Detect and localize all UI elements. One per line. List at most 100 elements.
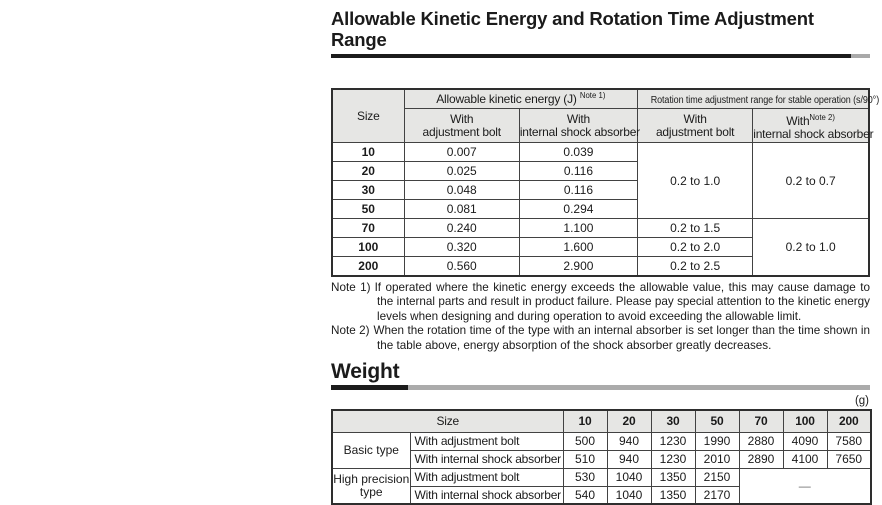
weight-row-basic-shock: With internal shock absorber 510 940 123…: [332, 449, 872, 469]
weight-value: 1350: [650, 467, 696, 487]
cell-energy-adj: 0.025: [403, 161, 520, 182]
cell-size: 30: [331, 180, 405, 201]
header-energy-shock: With internal shock absorber: [518, 108, 640, 144]
cell-size: 200: [331, 256, 405, 277]
cell-type-basic: Basic type: [331, 431, 411, 469]
cell-type-high-precision: High precision type: [331, 467, 411, 505]
weight-value: 1230: [650, 431, 696, 451]
cell-energy-adj: 0.320: [403, 237, 520, 258]
weight-table: Size 10 20 30 50 70 100 200 Basic type W…: [331, 409, 873, 505]
datasheet-content: Allowable Kinetic Energy and Rotation Ti…: [331, 8, 879, 505]
weight-row-hp-shock: With internal shock absorber 540 1040 13…: [332, 485, 871, 505]
rotation-group-label: Rotation time adjustment range for stabl…: [650, 94, 880, 106]
cell-size: 50: [331, 199, 405, 220]
cell-variant-adj: With adjustment bolt: [409, 431, 564, 451]
weight-value: 940: [606, 449, 652, 469]
table-row-size-200: 200 0.560 2.900 0.2 to 2.5: [331, 256, 869, 277]
weight-value: 510: [562, 449, 608, 469]
footnote-2: Note 2) When the rotation time of the typ…: [331, 324, 870, 353]
cell-rotation-adj: 0.2 to 2.0: [637, 237, 754, 258]
section-title-weight: Weight: [331, 360, 400, 384]
weight-value: 2170: [694, 485, 740, 505]
weight-value: 7580: [826, 431, 872, 451]
cell-energy-adj: 0.048: [403, 180, 520, 201]
weight-value: 2890: [738, 449, 784, 469]
footnote-2-text: When the rotation time of the type with …: [373, 324, 870, 352]
weight-value: 940: [606, 431, 652, 451]
section-title-kinetic-energy: Allowable Kinetic Energy and Rotation Ti…: [331, 8, 814, 51]
cell-energy-shock: 1.600: [518, 237, 639, 258]
table-row-size-10: 10 0.007 0.039 0.2 to 1.0 0.2 to 0.7: [331, 142, 870, 220]
weight-title-underline: [331, 385, 870, 391]
weight-unit-label: (g): [854, 395, 869, 408]
weight-header-70: 70: [738, 409, 784, 433]
energy-group-note-ref: Note 1): [579, 91, 606, 101]
cell-energy-shock: 0.116: [518, 180, 639, 201]
header-rotation-adj-bolt: With adjustment bolt: [637, 108, 754, 144]
weight-value: 1040: [606, 467, 652, 487]
cell-size: 70: [331, 218, 405, 239]
weight-value: 1990: [694, 431, 740, 451]
weight-value: 7650: [826, 449, 872, 469]
weight-value: 4090: [782, 431, 828, 451]
cell-size: 100: [331, 237, 405, 258]
cell-variant-shock: With internal shock absorber: [409, 485, 564, 505]
energy-header-row-subcols: With adjustment bolt With internal shock…: [332, 108, 874, 144]
weight-value: 500: [562, 431, 608, 451]
weight-header-30: 30: [650, 409, 696, 433]
table-row-size-70: 70 0.240 1.100 0.2 to 1.5 0.2 to 1.0: [331, 218, 870, 277]
header-rotation-group: Rotation time adjustment range for stabl…: [637, 88, 879, 110]
header-size: Size: [331, 88, 405, 144]
cell-size: 10: [331, 142, 405, 163]
weight-header-50: 50: [694, 409, 740, 433]
weight-header-size: Size: [331, 409, 564, 433]
cell-rotation-adj-span-10-50: 0.2 to 1.0: [637, 142, 754, 220]
cell-no-value-dash: —: [738, 467, 872, 505]
cell-energy-adj: 0.007: [403, 142, 520, 163]
weight-header-100: 100: [782, 409, 828, 433]
cell-energy-adj: 0.240: [403, 218, 520, 239]
cell-energy-adj: 0.560: [403, 256, 520, 277]
cell-rotation-adj: 0.2 to 1.5: [637, 218, 754, 239]
energy-header-row-groups: Size Allowable kinetic energy (J) Note 1…: [331, 88, 879, 144]
footnote-1: Note 1) If operated where the kinetic ene…: [331, 281, 870, 325]
table-row-size-30: 30 0.048 0.116: [331, 180, 869, 201]
cell-variant-adj: With adjustment bolt: [409, 467, 564, 487]
cell-energy-shock: 1.100: [518, 218, 639, 239]
cell-energy-shock: 0.039: [518, 142, 639, 163]
weight-header-row: Size 10 20 30 50 70 100 200: [331, 409, 872, 433]
rotation-shock-note-ref: Note 2): [809, 112, 835, 122]
weight-value: 2150: [694, 467, 740, 487]
footnotes: Note 1) If operated where the kinetic ene…: [331, 281, 870, 354]
weight-header-20: 20: [606, 409, 652, 433]
weight-row-hp-adj: High precision type With adjustment bolt…: [331, 467, 872, 505]
cell-rotation-shock-span-10-50: 0.2 to 0.7: [752, 142, 870, 220]
weight-header-200: 200: [826, 409, 872, 433]
table-row-size-100: 100 0.320 1.600 0.2 to 2.0: [331, 237, 869, 258]
footnote-1-text: If operated where the kinetic energy exc…: [374, 280, 871, 323]
weight-value: 4100: [782, 449, 828, 469]
energy-group-label: Allowable kinetic energy (J): [436, 92, 577, 107]
weight-header-10: 10: [562, 409, 608, 433]
header-energy-adj-bolt: With adjustment bolt: [403, 108, 520, 144]
cell-energy-shock: 0.116: [518, 161, 639, 182]
weight-value: 1230: [650, 449, 696, 469]
weight-value: 540: [562, 485, 608, 505]
weight-value: 1040: [606, 485, 652, 505]
weight-value: 1350: [650, 485, 696, 505]
title-underline: [331, 53, 870, 58]
kinetic-energy-table: Size Allowable kinetic energy (J) Note 1…: [331, 87, 879, 277]
cell-variant-shock: With internal shock absorber: [409, 449, 564, 469]
footnote-1-label: Note 1): [331, 280, 371, 294]
weight-value: 2880: [738, 431, 784, 451]
weight-row-basic-adj: Basic type With adjustment bolt 500 940 …: [331, 431, 872, 469]
weight-value: 2010: [694, 449, 740, 469]
cell-energy-adj: 0.081: [403, 199, 520, 220]
weight-value: 530: [562, 467, 608, 487]
cell-rotation-shock-span-70-200: 0.2 to 1.0: [752, 218, 870, 277]
header-rotation-shock: WithNote 2) internal shock absorber: [752, 108, 874, 144]
cell-size: 20: [331, 161, 405, 182]
cell-rotation-adj: 0.2 to 2.5: [637, 256, 754, 277]
footnote-2-label: Note 2): [331, 324, 370, 338]
header-energy-group: Allowable kinetic energy (J) Note 1): [403, 88, 639, 110]
